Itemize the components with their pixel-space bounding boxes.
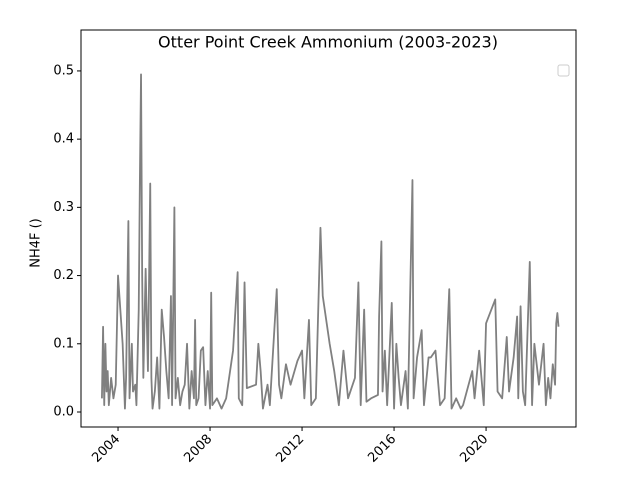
y-tick-label: 0.5 xyxy=(53,63,74,78)
x-tick-label: 2016 xyxy=(365,432,399,466)
plot-frame xyxy=(80,29,577,428)
x-tick-label: 2004 xyxy=(89,432,123,466)
y-tick-label: 0.2 xyxy=(53,268,74,283)
y-axis-label: NH4F () xyxy=(29,218,44,268)
chart-title: Otter Point Creek Ammonium (2003-2023) xyxy=(158,33,498,52)
y-tick-label: 0.4 xyxy=(53,132,74,147)
y-tick-label: 0.0 xyxy=(53,404,74,419)
legend-box xyxy=(557,64,570,77)
x-tick-label: 2008 xyxy=(181,432,215,466)
x-tick-label: 2020 xyxy=(457,432,491,466)
x-tick-label: 2012 xyxy=(273,432,307,466)
data-line xyxy=(101,73,560,410)
y-tick-label: 0.3 xyxy=(53,200,74,215)
y-tick-label: 0.1 xyxy=(53,336,74,351)
